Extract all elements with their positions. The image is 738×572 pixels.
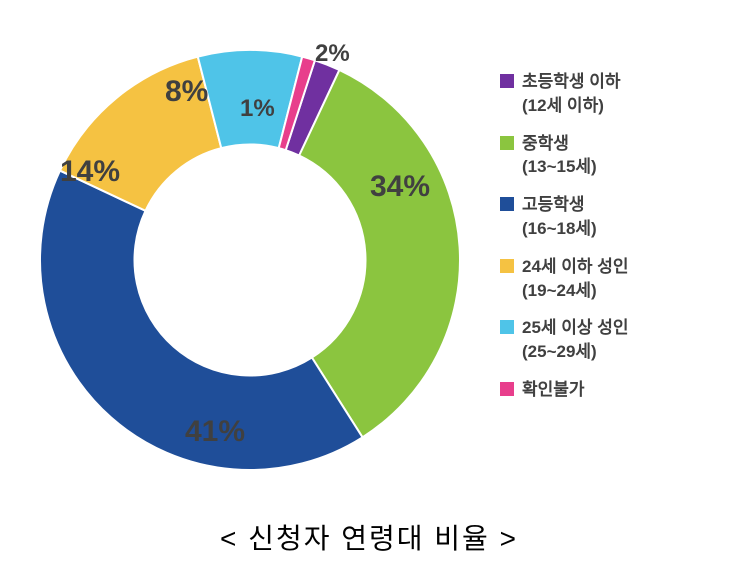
legend-label: 25세 이상 성인(25~29세)	[522, 316, 629, 364]
legend-swatch	[500, 197, 514, 211]
legend-item: 중학생(13~15세)	[500, 132, 629, 180]
slice-percent-label: 41%	[185, 415, 245, 449]
legend-label: 초등학생 이하(12세 이하)	[522, 70, 621, 118]
legend-item: 25세 이상 성인(25~29세)	[500, 316, 629, 364]
slice-percent-label: 34%	[370, 170, 430, 204]
legend-item: 고등학생(16~18세)	[500, 193, 629, 241]
legend-swatch	[500, 382, 514, 396]
chart-caption: < 신청자 연령대 비율 >	[0, 517, 738, 557]
slice-percent-label: 14%	[60, 155, 120, 189]
legend-swatch	[500, 320, 514, 334]
legend-item: 24세 이하 성인(19~24세)	[500, 255, 629, 303]
legend: 초등학생 이하(12세 이하) 중학생(13~15세) 고등학생(16~18세) 24…	[490, 20, 629, 416]
slice-percent-label: 2%	[315, 40, 350, 68]
legend-item: 확인불가	[500, 378, 629, 402]
chart-container: 2% 34% 41% 14% 8% 1% 초등학생 이하(12세 이하) 중학생(13~15…	[0, 0, 738, 490]
legend-label: 고등학생(16~18세)	[522, 193, 597, 241]
legend-label: 확인불가	[522, 378, 585, 402]
legend-swatch	[500, 136, 514, 150]
legend-swatch	[500, 74, 514, 88]
legend-label: 중학생(13~15세)	[522, 132, 597, 180]
slice-percent-label: 8%	[165, 75, 208, 109]
legend-swatch	[500, 259, 514, 273]
donut-chart-area: 2% 34% 41% 14% 8% 1%	[10, 20, 490, 490]
legend-label: 24세 이하 성인(19~24세)	[522, 255, 629, 303]
legend-item: 초등학생 이하(12세 이하)	[500, 70, 629, 118]
slice-percent-label: 1%	[240, 95, 275, 123]
